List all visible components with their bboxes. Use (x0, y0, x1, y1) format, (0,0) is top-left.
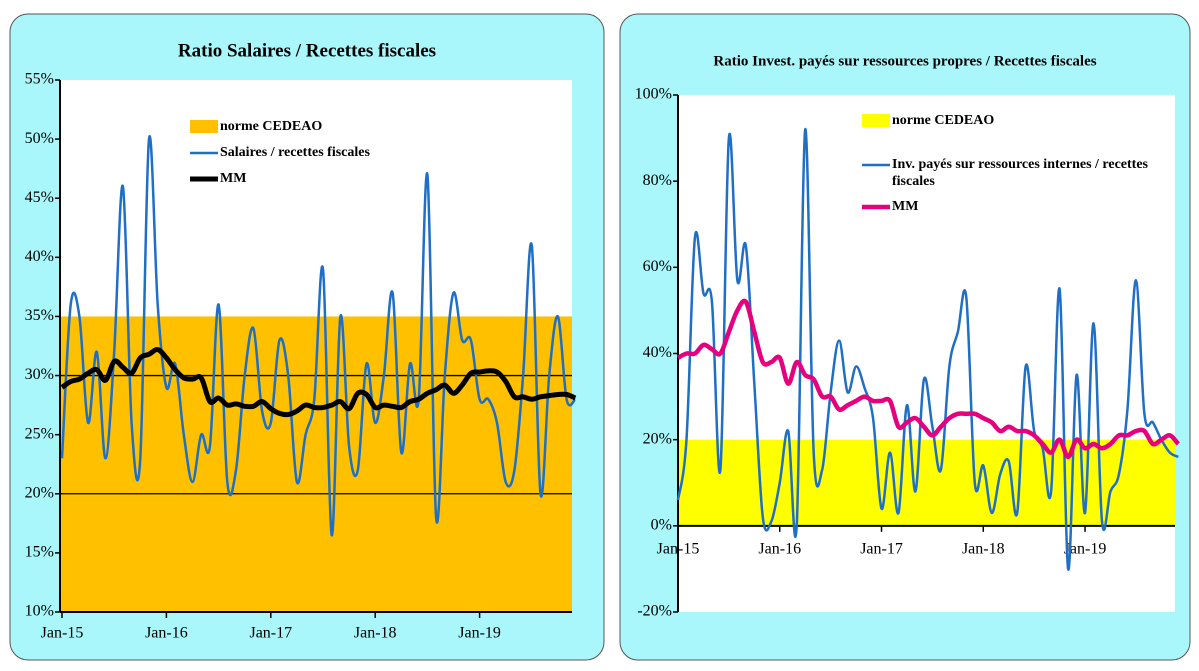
y-tick-label: 25% (25, 425, 54, 442)
y-tick-label: 30% (25, 366, 54, 383)
legend-entry: MM (220, 171, 247, 186)
legend-label: MM (892, 199, 919, 214)
legend-label: norme CEDEAO (892, 113, 995, 128)
legend-label: MM (220, 171, 247, 186)
series-line (676, 298, 1181, 460)
y-tick-label: 10% (25, 603, 54, 620)
y-tick-label: 35% (25, 307, 54, 324)
y-tick-label: 20% (25, 484, 54, 501)
legend-label: Inv. payés sur ressources internes / rec… (892, 157, 1148, 189)
y-tick-label: 60% (643, 258, 672, 275)
y-tick-label: 40% (643, 344, 672, 361)
y-tick-label: -20% (637, 603, 672, 620)
legend-swatch (862, 114, 890, 127)
legend-entry: MM (892, 199, 919, 214)
x-tick-label: Jan-15 (41, 625, 84, 642)
legend-entry: Salaires / recettes fiscales (220, 145, 370, 160)
y-tick-label: 15% (25, 544, 54, 561)
y-tick-label: 80% (643, 172, 672, 189)
legend-entry: norme CEDEAO (220, 119, 323, 134)
x-tick-label: Jan-16 (145, 625, 188, 642)
y-tick-label: 0% (651, 517, 672, 534)
x-tick-label: Jan-18 (962, 541, 1005, 558)
legend-swatch (190, 120, 218, 133)
y-tick-label: 40% (25, 248, 54, 265)
legend-label: norme CEDEAO (220, 119, 323, 134)
legend-entry: Inv. payés sur ressources internes / rec… (892, 157, 1148, 189)
y-tick-label: 100% (635, 86, 672, 103)
x-tick-label: Jan-15 (657, 541, 700, 558)
y-tick-label: 50% (25, 130, 54, 147)
x-tick-label: Jan-19 (458, 625, 501, 642)
x-tick-label: Jan-18 (354, 625, 397, 642)
chart-title: Ratio Salaires / Recettes fiscales (178, 40, 436, 61)
x-tick-label: Jan-19 (1064, 541, 1107, 558)
y-tick-label: 55% (25, 71, 54, 88)
x-tick-label: Jan-16 (758, 541, 801, 558)
x-tick-label: Jan-17 (860, 541, 903, 558)
x-tick-label: Jan-17 (249, 625, 292, 642)
series-line (60, 134, 577, 537)
y-tick-label: 45% (25, 189, 54, 206)
chart-title: Ratio Invest. payés sur ressources propr… (713, 53, 1096, 69)
series-line (60, 347, 577, 418)
legend-entry: norme CEDEAO (892, 113, 995, 128)
legend-label: Salaires / recettes fiscales (220, 145, 370, 160)
y-tick-label: 20% (643, 430, 672, 447)
